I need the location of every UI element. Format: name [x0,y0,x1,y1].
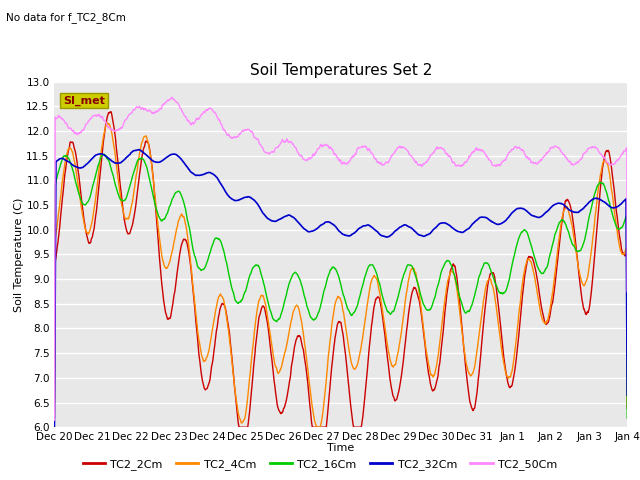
X-axis label: Time: Time [327,444,355,454]
Text: No data for f_TC2_8Cm: No data for f_TC2_8Cm [6,12,126,23]
Title: Soil Temperatures Set 2: Soil Temperatures Set 2 [250,63,432,78]
Text: SI_met: SI_met [63,96,105,106]
Legend: TC2_2Cm, TC2_4Cm, TC2_16Cm, TC2_32Cm, TC2_50Cm: TC2_2Cm, TC2_4Cm, TC2_16Cm, TC2_32Cm, TC… [78,455,562,474]
Y-axis label: Soil Temperature (C): Soil Temperature (C) [13,197,24,312]
